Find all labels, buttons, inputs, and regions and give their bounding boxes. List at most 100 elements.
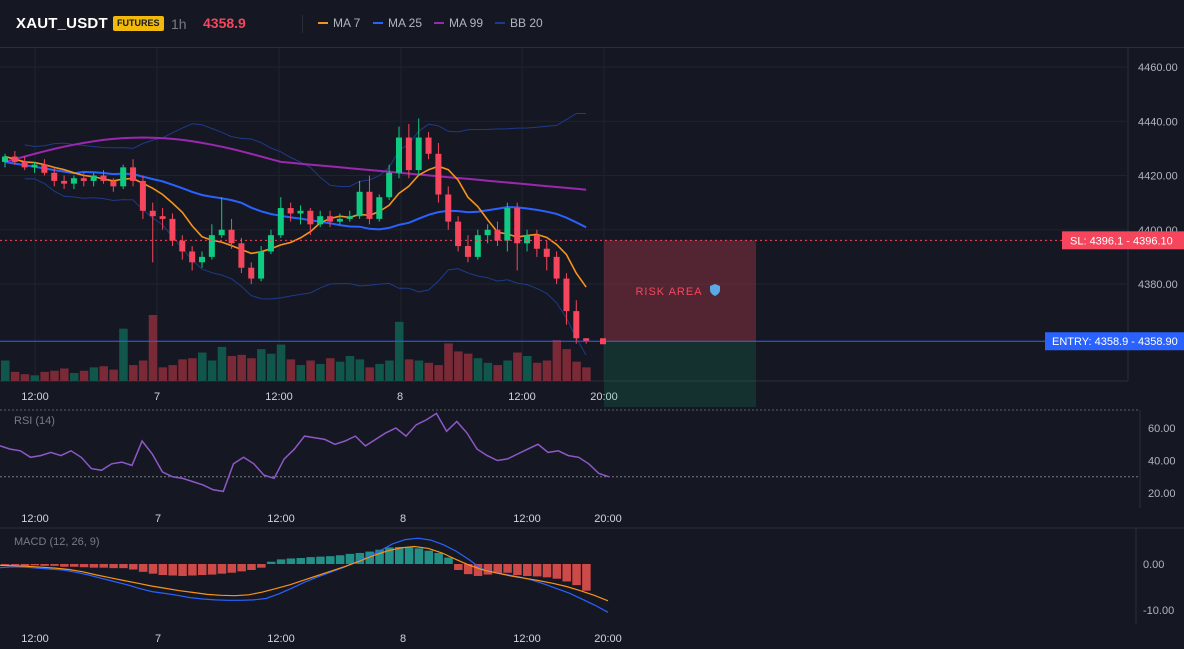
volume-bar	[79, 370, 89, 381]
candle-body	[80, 178, 87, 181]
rsi-tick-label: 60.00	[1148, 423, 1176, 435]
rsi-tick-label: 40.00	[1148, 456, 1176, 468]
candle-body	[415, 137, 422, 171]
volume-bar	[503, 360, 512, 381]
chart-canvas[interactable]: 60.00 40.00 20.00 0.00 -10.00 4460.00 4440.0…	[0, 48, 1184, 649]
macd-histogram-bar	[316, 556, 325, 564]
macd-histogram-bar	[188, 564, 197, 576]
candle-body	[41, 164, 48, 173]
rsi-panel: 60.00 40.00 20.00	[0, 412, 1176, 500]
candle-body	[327, 216, 334, 222]
macd-histogram-bar	[483, 564, 493, 575]
candle-body	[435, 153, 442, 195]
macd-histogram-bar	[414, 548, 424, 564]
volume-bar	[562, 349, 571, 381]
legend-ma7[interactable]: MA 7	[318, 16, 360, 30]
volume-bar	[237, 354, 246, 381]
candle-body	[258, 251, 265, 279]
bb-lower-line	[24, 178, 587, 356]
ma99-line	[4, 136, 587, 191]
macd-histogram-bar	[89, 564, 99, 568]
macd-histogram-bar	[385, 547, 394, 564]
macd-histogram-bar	[168, 564, 177, 576]
legend-ma99[interactable]: MA 99	[434, 16, 483, 30]
candle-body	[51, 172, 58, 181]
price-tick-label: 4420.00	[1138, 171, 1178, 183]
candle-body	[396, 137, 402, 173]
volume-bar	[375, 363, 384, 381]
interval-selector[interactable]: 1h	[171, 16, 187, 32]
volume-bar	[30, 375, 40, 381]
time-tick-label: 12:00	[21, 391, 49, 403]
macd-time-tick-label: 8	[400, 633, 406, 645]
candle-body	[100, 175, 107, 181]
volume-bar	[345, 355, 355, 381]
macd-line	[0, 537, 609, 613]
rsi-line	[0, 412, 610, 493]
volume-bar	[355, 359, 365, 381]
header-divider	[302, 15, 303, 33]
macd-histogram-bar	[129, 564, 138, 570]
volume-bar	[532, 362, 542, 381]
risk-area-label: RISK AREA	[635, 286, 702, 298]
macd-histogram-bar	[562, 564, 571, 582]
rsi-label: RSI (14)	[14, 415, 55, 427]
macd-label: MACD (12, 26, 9)	[14, 536, 100, 548]
ma99-swatch	[434, 22, 444, 24]
volume-bar	[513, 352, 522, 381]
time-tick-label: 8	[397, 391, 403, 403]
volume-bar	[247, 358, 256, 381]
macd-histogram-bar	[473, 564, 483, 576]
legend-ma25[interactable]: MA 25	[373, 16, 422, 30]
entry-marker	[600, 338, 606, 345]
symbol-name[interactable]: XAUT_USDT	[16, 15, 108, 32]
market-badge: FUTURES	[113, 16, 164, 31]
candle-body	[21, 161, 28, 168]
volume-bar	[523, 355, 532, 381]
candle-body	[218, 229, 225, 236]
candle-body	[130, 167, 137, 181]
candle-body	[90, 175, 97, 181]
ma7-swatch	[318, 22, 328, 24]
legend-ma7-label: MA 7	[333, 16, 361, 30]
macd-histogram-bar	[50, 564, 59, 566]
macd-panel: 0.00 -10.00	[0, 537, 1174, 617]
volume-bar	[266, 353, 276, 381]
volume-bar	[434, 365, 443, 381]
sl-tag-label: SL: 4396.1 - 4396.10	[1070, 235, 1173, 247]
candle-body	[248, 267, 255, 279]
candle-body	[61, 180, 68, 184]
macd-histogram-bar	[237, 564, 246, 572]
candle-body	[139, 180, 146, 211]
macd-time-tick-label: 12:00	[21, 633, 49, 645]
volume-bar	[188, 358, 197, 381]
macd-histogram-bar	[266, 561, 276, 564]
macd-histogram-bar	[79, 564, 89, 568]
candle-body	[376, 197, 383, 219]
rsi-time-tick-label: 12:00	[21, 513, 49, 525]
macd-histogram-bar	[60, 564, 69, 567]
macd-tick-label: 0.00	[1143, 559, 1164, 571]
volume-bar	[227, 355, 237, 381]
macd-histogram-bar	[375, 549, 384, 564]
reward-area-box	[604, 341, 756, 407]
candle-body	[297, 210, 304, 214]
time-tick-label: 20:00	[590, 391, 618, 403]
price-tick-label: 4440.00	[1138, 116, 1178, 128]
price-tick-label: 4460.00	[1138, 62, 1178, 74]
candle-body	[31, 164, 38, 168]
volume-bar	[10, 371, 20, 381]
macd-histogram-bar	[276, 559, 286, 564]
macd-histogram-bar	[326, 556, 335, 564]
macd-histogram-bar	[582, 564, 591, 591]
macd-histogram-bar	[355, 552, 365, 564]
legend-bb20[interactable]: BB 20	[495, 16, 543, 30]
candle-body	[405, 137, 412, 171]
macd-histogram-bar	[424, 550, 434, 564]
volume-bar	[483, 362, 493, 381]
volume-bar	[404, 359, 414, 381]
macd-histogram-bar	[109, 564, 118, 569]
volume-bar	[552, 340, 562, 381]
macd-histogram-bar	[404, 547, 414, 564]
candle-body	[474, 235, 481, 257]
